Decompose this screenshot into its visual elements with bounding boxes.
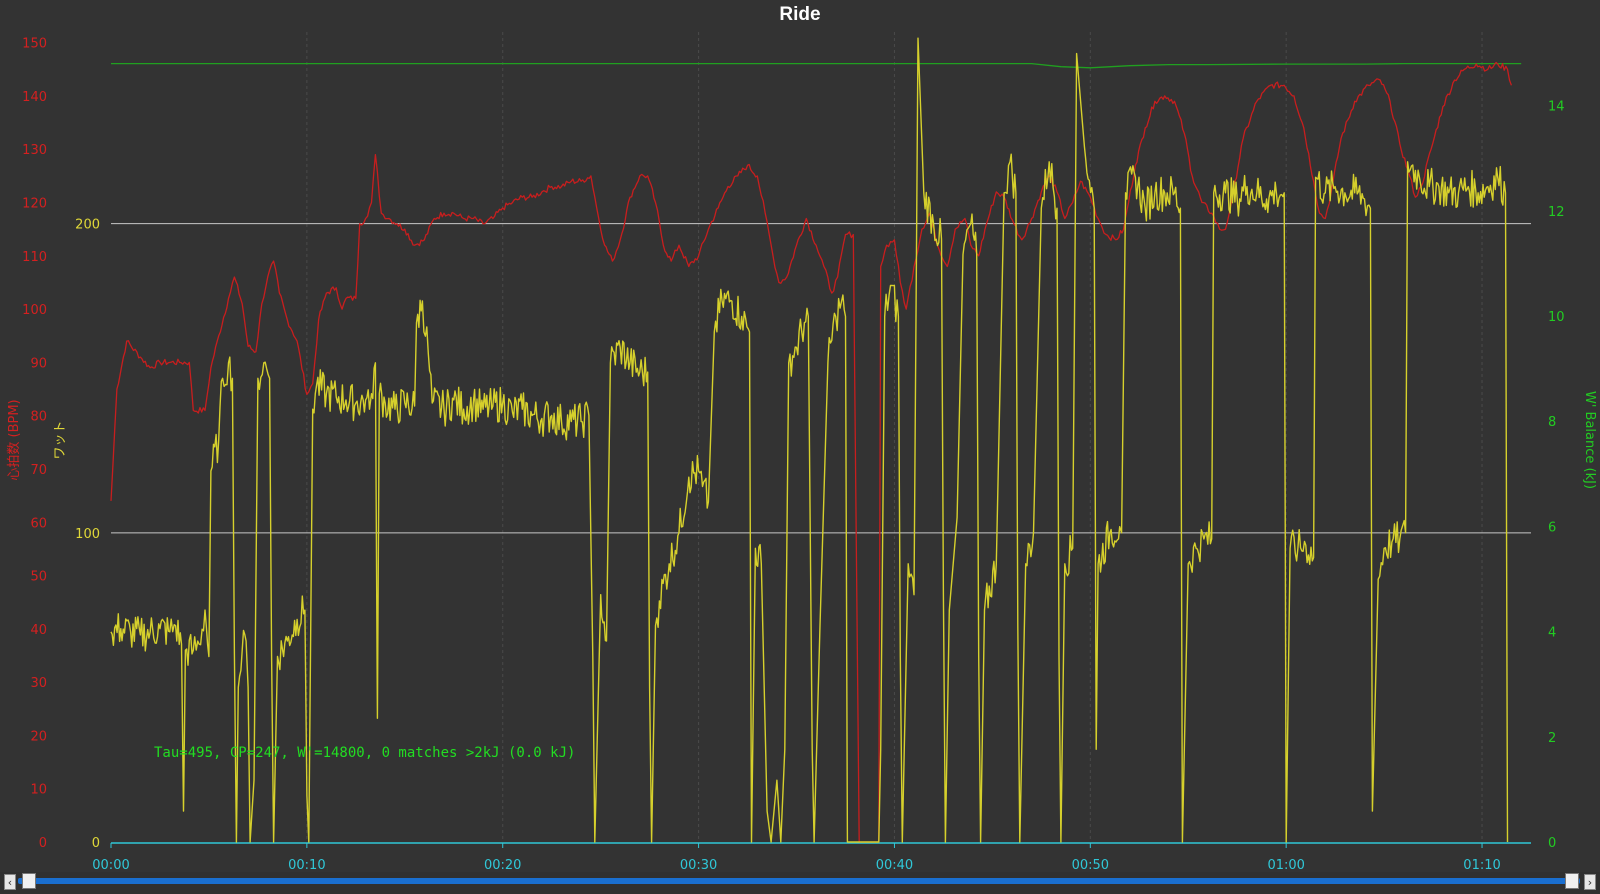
wbal-axis-ticks: 0 2 4 6 8 10 12 14 xyxy=(1548,100,1565,851)
series-line-hr xyxy=(110,61,1513,843)
time-scrollbar[interactable]: ‹ › xyxy=(0,872,1600,894)
x-axis-ticks: 00:00 00:10 00:20 00:30 00:40 00:50 01:00 01:10 xyxy=(92,843,1501,872)
x-tick-label: 01:10 xyxy=(1463,858,1500,872)
wbal-tick-label: 10 xyxy=(1548,310,1565,325)
hr-tick-label: 30 xyxy=(30,676,47,691)
hr-tick-label: 90 xyxy=(30,356,47,371)
hr-axis-ticks: 0 10 20 30 40 50 60 70 80 90 100 110 120 130 140 150 xyxy=(22,37,47,851)
hr-tick-label: 110 xyxy=(22,250,47,265)
x-tick-label: 00:20 xyxy=(484,858,521,872)
x-tick-label: 00:30 xyxy=(680,858,717,872)
hr-tick-label: 0 xyxy=(39,836,47,851)
wbal-tick-label: 6 xyxy=(1548,520,1556,535)
wbal-axis-label: W' Balance (kJ) xyxy=(1582,391,1597,489)
hr-axis-label: 心拍数 (BPM) xyxy=(7,399,22,480)
scroll-right-arrow-icon[interactable]: › xyxy=(1584,874,1596,890)
wprime-annotation: Tau=495, CP=247, W'=14800, 0 matches >2k… xyxy=(154,745,575,761)
x-tick-label: 00:10 xyxy=(288,858,325,872)
x-tick-label: 00:00 xyxy=(92,858,129,872)
chart-background xyxy=(0,0,1600,872)
hr-tick-label: 120 xyxy=(22,197,47,212)
scroll-track[interactable] xyxy=(18,878,1580,884)
ride-chart: Ride 01020304050607080901001101201301401… xyxy=(0,0,1600,872)
series-group xyxy=(110,37,1522,843)
hr-tick-label: 140 xyxy=(22,90,47,105)
watts-axis-ticks: 0 100 200 xyxy=(75,218,100,851)
x-tick-label: 00:40 xyxy=(876,858,913,872)
watts-tick-label: 0 xyxy=(92,836,100,851)
wbal-tick-label: 4 xyxy=(1548,626,1556,641)
hr-tick-label: 150 xyxy=(22,37,47,52)
wbal-tick-label: 2 xyxy=(1548,731,1556,746)
wbal-tick-label: 12 xyxy=(1548,205,1565,220)
x-tick-label: 00:50 xyxy=(1072,858,1109,872)
hr-tick-label: 10 xyxy=(30,783,47,798)
hr-tick-label: 100 xyxy=(22,303,47,318)
grid xyxy=(111,32,1531,844)
hr-tick-label: 130 xyxy=(22,143,47,158)
scroll-left-arrow-icon[interactable]: ‹ xyxy=(4,874,16,890)
hr-tick-label: 70 xyxy=(30,463,47,478)
chart-title: Ride xyxy=(779,4,820,25)
wbal-tick-label: 0 xyxy=(1548,836,1556,851)
hr-tick-label: 50 xyxy=(30,570,47,585)
scroll-end-handle[interactable] xyxy=(1565,873,1579,889)
series-line-wbal xyxy=(111,62,1522,69)
series-line-watts xyxy=(110,37,1509,843)
x-tick-label: 01:00 xyxy=(1267,858,1304,872)
wbal-tick-label: 8 xyxy=(1548,415,1556,430)
hr-tick-label: 20 xyxy=(30,729,47,744)
hr-tick-label: 40 xyxy=(30,623,47,638)
scroll-start-handle[interactable] xyxy=(22,873,36,889)
watts-tick-label: 200 xyxy=(75,218,100,233)
hr-tick-label: 80 xyxy=(30,410,47,425)
wbal-tick-label: 14 xyxy=(1548,100,1565,115)
hr-tick-label: 60 xyxy=(30,516,47,531)
watts-tick-label: 100 xyxy=(75,527,100,542)
watts-axis-label: ワット xyxy=(53,420,68,459)
